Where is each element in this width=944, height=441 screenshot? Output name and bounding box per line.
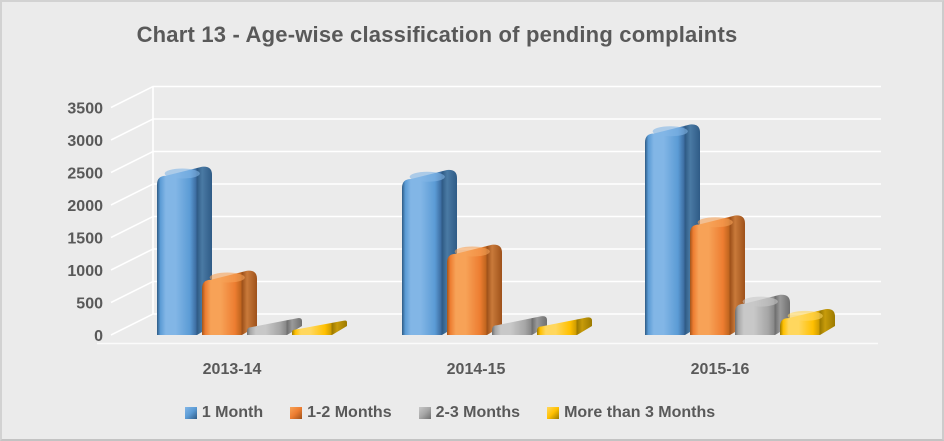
gridline [110,183,881,206]
x-category-label: 2015-16 [691,361,750,378]
bar-cap-highlight [697,217,733,228]
legend-item: 1 Month [184,404,264,422]
bar-2-3-months-2013-14 [247,317,302,335]
legend-item: 1-2 Months [290,404,392,422]
gridline [110,85,881,109]
bar-1-2-months-2014-15 [447,244,502,335]
y-tick-label: 3500 [67,101,103,118]
y-tick-label: 1000 [67,263,103,280]
bar-cap-highlight [209,272,245,283]
chart-legend: 1 Month 1-2 Months 2-3 Months More than 3 M… [2,404,898,422]
legend-item: 2-3 Months [418,404,521,422]
bar-1-month-2013-14 [157,166,212,335]
legend-marker-icon [184,407,197,419]
y-tick-label: 500 [76,296,103,313]
bar-cap-highlight [164,168,200,179]
bar-cap-highlight [409,171,445,182]
y-tick-label: 3000 [67,133,103,150]
gridline [110,150,881,174]
gridline [110,215,881,239]
bar-cap-highlight [652,126,688,137]
bar-1-2-months-2015-16 [690,215,745,335]
bar-1-month-2014-15 [402,169,457,335]
legend-marker-icon [290,407,303,419]
chart-title: Chart 13 - Age-wise classification of pe… [136,22,738,47]
legend-item: More than 3 Months [547,404,715,422]
y-tick-label: 1500 [67,231,103,248]
gridline [110,118,881,141]
legend-label: 2-3 Months [435,404,521,421]
y-tick-label: 2500 [67,166,103,183]
bar-cap-highlight [454,246,490,257]
legend-marker-icon [547,407,560,419]
legend-label: 1-2 Months [307,404,392,421]
bar-1-month-2015-16 [645,124,700,336]
legend-label: 1 Month [201,404,264,421]
legend-marker-icon [418,407,431,419]
bar-2-3-months-2014-15 [492,316,547,335]
bar-1-2-months-2013-14 [202,270,257,335]
x-category-label: 2013-14 [203,361,262,378]
bar-cap-highlight [742,296,778,307]
x-category-label: 2014-15 [447,361,506,378]
legend-label: More than 3 Months [564,404,716,421]
bar-cap-highlight [787,310,823,321]
y-tick-label: 2000 [67,198,103,215]
y-tick-label: 0 [94,328,103,345]
bar-more-than-3-months-2014-15 [537,317,592,335]
bar-more-than-3-months-2013-14 [292,320,347,335]
